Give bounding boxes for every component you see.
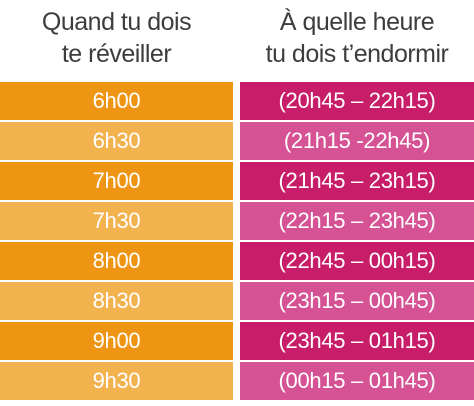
sleep-time-cell: (21h15 -22h45) [240, 122, 474, 160]
sleep-time-cell: (23h15 – 00h45) [240, 282, 474, 320]
wake-time-cell: 7h30 [0, 202, 233, 240]
table-row: 6h00 (20h45 – 22h15) [0, 82, 474, 120]
sleep-time-header: À quelle heure tu dois t’endormir [240, 6, 474, 70]
sleep-time-cell: (20h45 – 22h15) [240, 82, 474, 120]
table-row: 8h30 (23h15 – 00h45) [0, 282, 474, 320]
sleep-header-line-1: À quelle heure [279, 8, 435, 36]
wake-time-cell: 8h30 [0, 282, 233, 320]
wake-time-cell: 9h00 [0, 322, 233, 360]
sleep-header-line-2: tu dois t’endormir [265, 40, 449, 68]
table-row: 6h30 (21h15 -22h45) [0, 122, 474, 160]
wake-time-cell: 8h00 [0, 242, 233, 280]
wake-time-cell: 7h00 [0, 162, 233, 200]
wake-time-cell: 9h30 [0, 362, 233, 400]
table-body: 6h00 (20h45 – 22h15) 6h30 (21h15 -22h45)… [0, 82, 474, 402]
table-row: 7h30 (22h15 – 23h45) [0, 202, 474, 240]
sleep-time-cell: (21h45 – 23h15) [240, 162, 474, 200]
wake-header-line-1: Quand tu dois [41, 8, 192, 36]
sleep-time-cell: (23h45 – 01h15) [240, 322, 474, 360]
wake-time-cell: 6h00 [0, 82, 233, 120]
table-row: 7h00 (21h45 – 23h15) [0, 162, 474, 200]
wake-time-cell: 6h30 [0, 122, 233, 160]
table-row: 8h00 (22h45 – 00h15) [0, 242, 474, 280]
sleep-time-cell: (22h15 – 23h45) [240, 202, 474, 240]
wake-header-line-2: te réveiller [61, 40, 172, 68]
wake-time-header: Quand tu dois te réveiller [0, 6, 233, 70]
sleep-time-cell: (22h45 – 00h15) [240, 242, 474, 280]
table-header: Quand tu dois te réveiller À quelle heur… [0, 0, 474, 80]
table-row: 9h00 (23h45 – 01h15) [0, 322, 474, 360]
table-row: 9h30 (00h15 – 01h45) [0, 362, 474, 400]
sleep-time-cell: (00h15 – 01h45) [240, 362, 474, 400]
